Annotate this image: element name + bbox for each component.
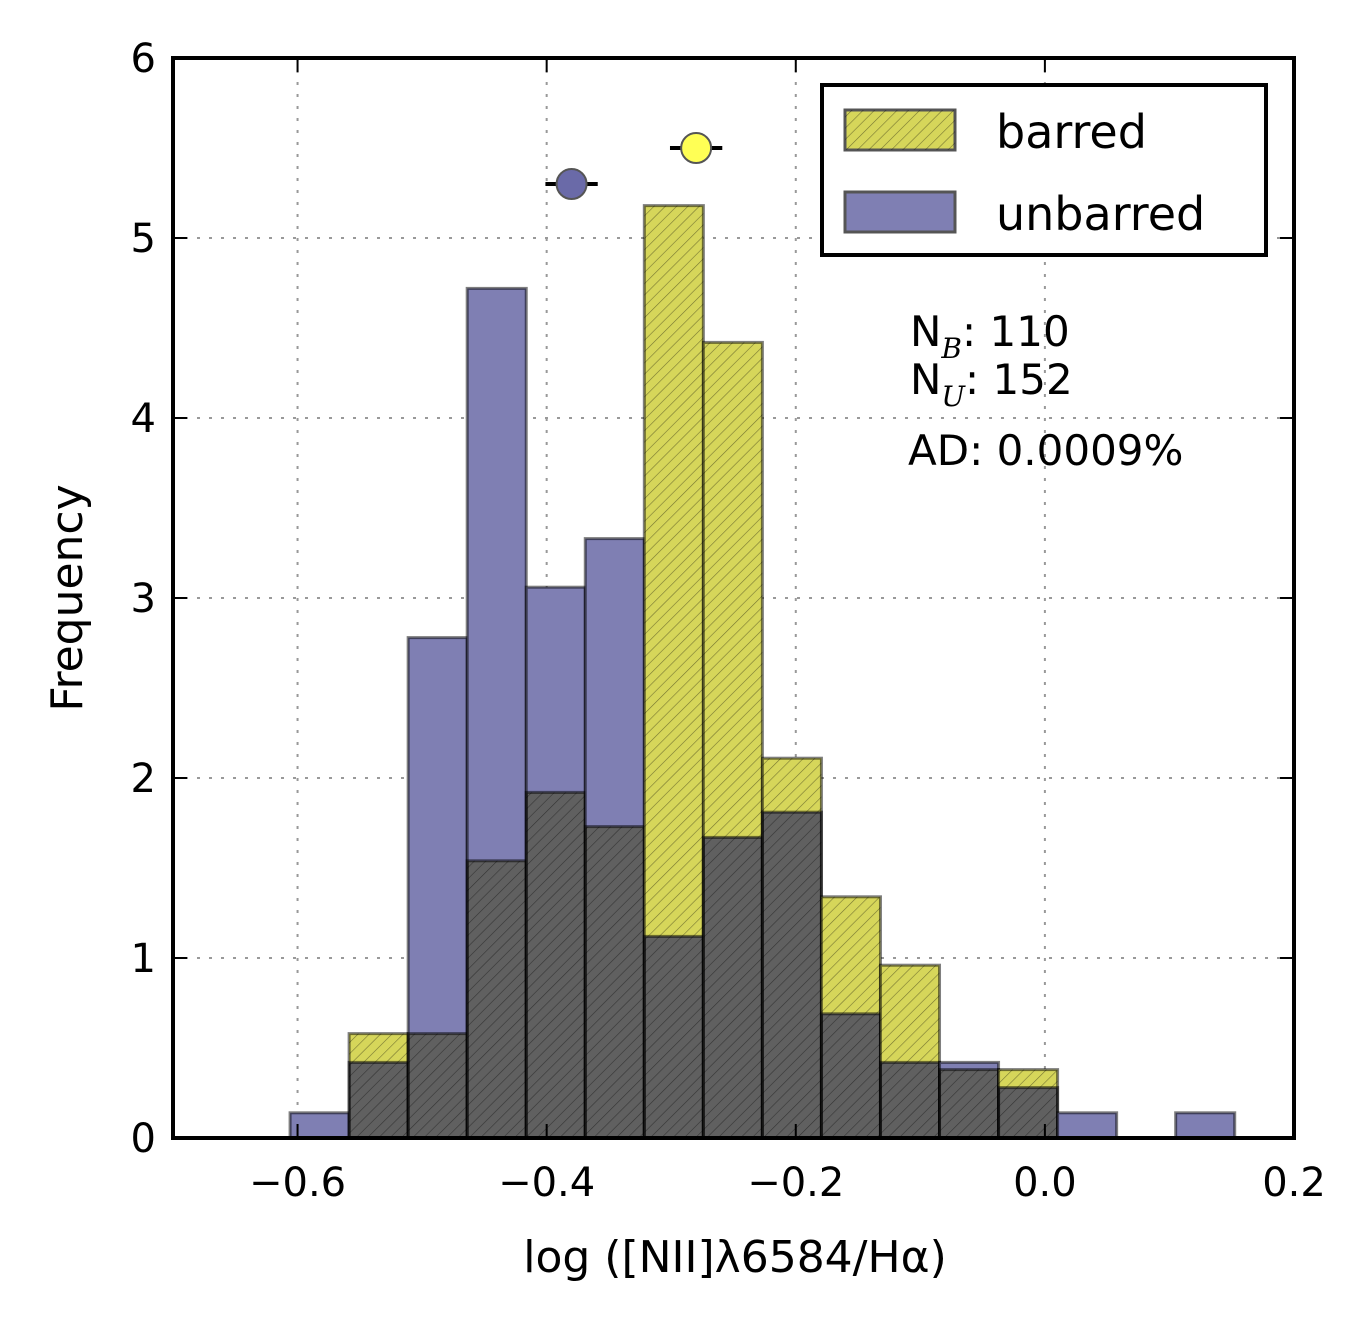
mean-markers <box>545 132 723 200</box>
y-tick-label: 0 <box>131 1116 156 1162</box>
x-tick-label: −0.2 <box>747 1160 844 1206</box>
svg-text:NU: 152: NU: 152 <box>910 355 1073 413</box>
legend-swatch-unbarred <box>843 190 957 234</box>
bar-unbarred <box>1175 1112 1235 1138</box>
svg-text:NB: 110: NB: 110 <box>910 307 1070 365</box>
bar-overlap-hatch <box>703 837 763 1138</box>
y-tick-label: 3 <box>131 576 156 622</box>
bar-overlap-hatch <box>408 1033 468 1138</box>
ticks: −0.6 −0.4 −0.2 0.0 0.2 0 1 2 3 4 5 6 <box>131 36 1326 1206</box>
nu-label: N <box>910 355 941 404</box>
nb-value: : 110 <box>962 307 1070 356</box>
x-tick-label: 0.2 <box>1262 1160 1326 1206</box>
mean-marker-barred <box>680 132 713 164</box>
x-axis-label: log ([NII]λ6584/Hα) <box>523 1232 947 1283</box>
y-tick-label: 2 <box>131 756 156 802</box>
bar-overlap-hatch <box>349 1062 409 1138</box>
y-tick-label: 5 <box>131 216 156 262</box>
mean-marker-unbarred <box>555 168 588 200</box>
nu-value: : 152 <box>965 355 1073 404</box>
x-tick-label: −0.4 <box>498 1160 595 1206</box>
y-axis-label: Frequency <box>42 484 93 711</box>
bar-overlap-hatch <box>998 1087 1058 1138</box>
bar-overlap-hatch <box>880 1062 940 1138</box>
bar-unbarred <box>290 1112 350 1138</box>
bar-overlap-hatch <box>821 1013 881 1138</box>
stats-annotation: NB: 110 NU: 152 AD: 0.0009% <box>908 307 1183 475</box>
ad-statistic: AD: 0.0009% <box>908 426 1183 475</box>
x-tick-label: −0.6 <box>249 1160 346 1206</box>
bar-overlap-hatch <box>939 1069 999 1138</box>
x-tick-label: 0.0 <box>1013 1160 1077 1206</box>
legend-label-unbarred: unbarred <box>996 187 1205 241</box>
y-tick-label: 1 <box>131 936 156 982</box>
y-tick-label: 6 <box>131 36 156 82</box>
nb-subscript: B <box>940 332 962 365</box>
legend: barred unbarred <box>820 83 1268 257</box>
bar-overlap-hatch <box>762 812 822 1138</box>
bar-overlap-hatch <box>467 860 527 1138</box>
bar-overlap-hatch <box>644 936 704 1138</box>
y-tick-label: 4 <box>131 396 156 442</box>
nb-label: N <box>910 307 941 356</box>
legend-label-barred: barred <box>996 105 1147 159</box>
bar-overlap-hatch <box>526 792 586 1138</box>
nu-subscript: U <box>941 380 966 413</box>
bar-overlap-hatch <box>585 826 645 1138</box>
bar-unbarred <box>1057 1112 1117 1138</box>
bars <box>288 204 1237 1140</box>
